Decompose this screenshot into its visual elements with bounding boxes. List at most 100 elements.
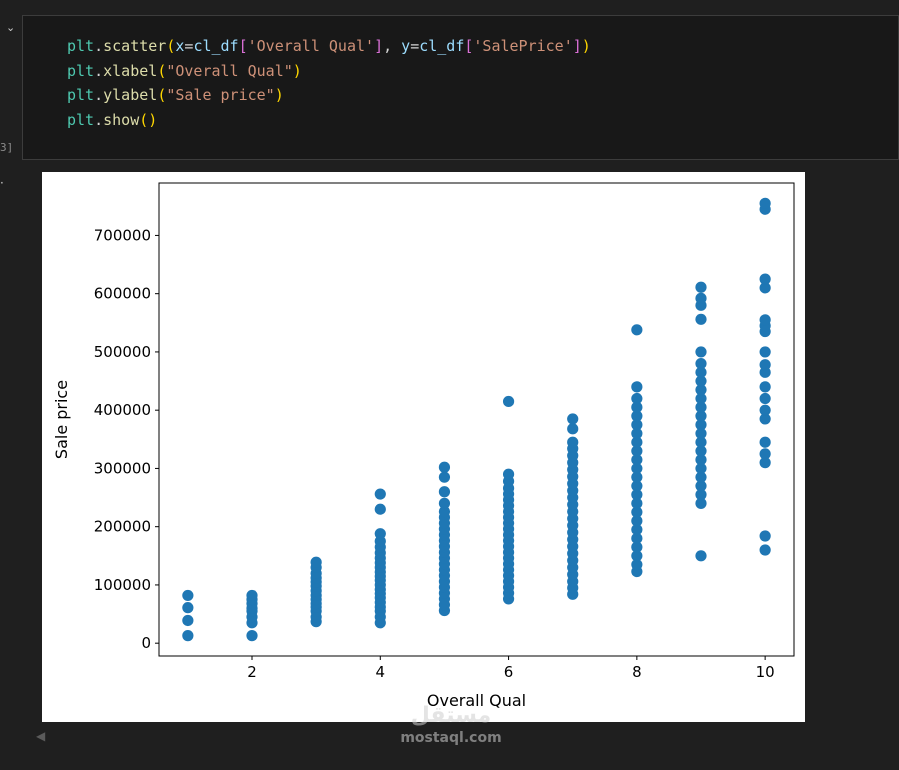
x-tick-label: 8: [632, 663, 642, 681]
y-tick-label: 700000: [94, 226, 151, 244]
data-point: [759, 359, 771, 371]
data-point: [759, 530, 771, 542]
data-point: [759, 197, 771, 209]
data-point: [631, 550, 643, 562]
data-point: [631, 541, 643, 553]
data-point: [759, 544, 771, 556]
data-point: [695, 375, 707, 387]
code-line: plt.scatter(x=cl_df['Overall Qual'], y=c…: [67, 37, 591, 55]
data-point: [502, 468, 515, 480]
data-point: [438, 471, 451, 483]
data-point: [182, 589, 194, 602]
data-point: [631, 506, 643, 518]
y-tick-label: 0: [141, 634, 151, 652]
data-point: [759, 273, 771, 285]
y-tick-label: 600000: [94, 285, 151, 303]
data-point: [759, 392, 771, 405]
data-point: [502, 395, 515, 408]
data-point: [695, 410, 707, 422]
y-tick-label: 300000: [94, 459, 151, 477]
data-point: [182, 630, 194, 642]
data-point: [246, 630, 258, 642]
x-axis-label: Overall Qual: [427, 691, 526, 710]
data-point: [695, 427, 707, 440]
data-point: [695, 436, 707, 448]
data-point: [759, 413, 771, 425]
data-point: [631, 532, 643, 544]
code-cell[interactable]: plt.scatter(x=cl_df['Overall Qual'], y=c…: [22, 15, 899, 160]
data-point: [631, 515, 643, 527]
y-axis-label: Sale price: [52, 380, 71, 459]
data-point: [374, 528, 386, 540]
y-tick-label: 400000: [94, 401, 151, 419]
cell-output: 2 4 6 8 10 0 100000 200000 300000 400000 500000 600…: [42, 172, 805, 722]
execution-count: 3]: [0, 141, 14, 154]
y-tick-label: 200000: [94, 518, 151, 536]
data-point: [631, 497, 643, 509]
data-point: [695, 480, 707, 492]
data-point: [374, 503, 386, 515]
data-point: [759, 346, 771, 358]
data-point: [759, 381, 771, 393]
watermark: مستقل mostaql.com: [395, 703, 507, 747]
data-point: [695, 346, 707, 358]
chevron-down-icon[interactable]: ⌄: [6, 21, 16, 34]
data-point: [631, 392, 643, 405]
data-point: [438, 497, 451, 509]
code-line: plt.show(): [67, 110, 158, 129]
data-point: [631, 471, 643, 483]
watermark-url: mostaql.com: [400, 730, 502, 746]
data-point: [695, 550, 707, 562]
plot-frame: [158, 182, 795, 657]
data-point: [631, 436, 643, 448]
data-point: [695, 392, 707, 405]
x-tick-label: 2: [247, 663, 257, 681]
data-point: [695, 471, 707, 483]
data-point: [438, 505, 451, 518]
data-point: [631, 462, 643, 475]
data-point: [695, 366, 707, 378]
data-point: [759, 404, 771, 416]
data-point: [759, 436, 771, 448]
data-point: [631, 401, 643, 413]
y-tick-label: 100000: [94, 576, 151, 594]
data-point: [567, 413, 579, 425]
x-tick-label: 6: [504, 663, 514, 681]
code-editor[interactable]: plt.scatter(x=cl_df['Overall Qual'], y=c…: [67, 34, 591, 132]
data-point: [759, 457, 771, 469]
data-point: [759, 282, 771, 294]
output-toggle-icon[interactable]: ·: [0, 176, 4, 190]
data-point: [182, 602, 194, 614]
x-tick-label: 10: [756, 663, 775, 681]
data-point: [246, 589, 258, 602]
data-point: [695, 384, 707, 396]
data-point: [695, 401, 707, 413]
data-point: [310, 556, 322, 568]
data-point: [695, 419, 707, 431]
data-point: [374, 488, 386, 500]
data-point: [567, 436, 579, 448]
scroll-left-icon[interactable]: ◀: [36, 729, 46, 743]
data-point: [631, 480, 643, 492]
data-point: [631, 445, 643, 457]
y-tick-label: 500000: [94, 343, 151, 361]
x-tick-label: 4: [376, 663, 386, 681]
data-point: [567, 423, 579, 435]
data-point: [695, 462, 707, 475]
code-line: plt.xlabel("Overall Qual"): [67, 61, 302, 80]
data-point: [631, 381, 643, 393]
code-line: plt.ylabel("Sale price"): [67, 86, 284, 104]
data-point: [631, 558, 643, 571]
data-point: [759, 314, 771, 326]
data-point: [695, 497, 707, 509]
data-point: [631, 523, 643, 536]
scatter-chart: 2 4 6 8 10 0 100000 200000 300000 400000 500000 600…: [52, 182, 795, 710]
data-point: [438, 461, 451, 473]
data-point: [695, 357, 707, 370]
watermark-logo: مستقل: [410, 703, 492, 728]
data-point: [182, 614, 194, 627]
data-point: [631, 419, 643, 431]
data-point: [695, 445, 707, 457]
data-point: [695, 281, 707, 293]
data-point: [695, 454, 707, 466]
